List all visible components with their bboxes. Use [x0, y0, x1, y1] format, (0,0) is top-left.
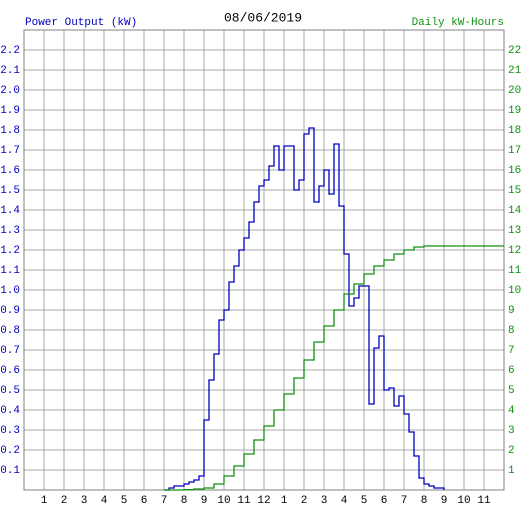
- plot-frame: [23, 29, 505, 491]
- x-tick-label: 12: [257, 495, 270, 507]
- y2-tick-label: 16: [508, 165, 521, 177]
- y-tick-label: 1.1: [0, 265, 20, 277]
- y-tick-label: 1.2: [0, 245, 20, 257]
- y2-tick-label: 3: [508, 425, 515, 437]
- y-tick-label: 0.2: [0, 445, 20, 457]
- x-tick-label: 11: [477, 495, 491, 507]
- y2-tick-label: 11: [508, 265, 522, 277]
- x-tick-label: 10: [457, 495, 470, 507]
- chart-title: 08/06/2019: [224, 10, 302, 25]
- x-tick-label: 8: [181, 495, 188, 507]
- x-tick-label: 7: [161, 495, 168, 507]
- y2-tick-label: 20: [508, 85, 521, 97]
- y-tick-label: 0.8: [0, 325, 20, 337]
- x-tick-label: 2: [301, 495, 308, 507]
- y-tick-label: 1.4: [0, 205, 20, 217]
- y-axis-label: Power Output (kW): [25, 17, 137, 29]
- y2-tick-label: 7: [508, 345, 515, 357]
- x-tick-label: 3: [81, 495, 88, 507]
- x-tick-label: 1: [41, 495, 48, 507]
- x-tick-label: 4: [341, 495, 348, 507]
- y2-tick-label: 8: [508, 325, 515, 337]
- y2-tick-label: 2: [508, 445, 515, 457]
- y-tick-label: 0.3: [0, 425, 20, 437]
- y-tick-label: 1.9: [0, 105, 20, 117]
- y-tick-label: 1.6: [0, 165, 20, 177]
- x-tick-label: 6: [381, 495, 388, 507]
- y-tick-label: 0.6: [0, 365, 20, 377]
- power-line: [164, 127, 445, 491]
- y2-axis-label: Daily kW-Hours: [412, 17, 504, 29]
- y2-tick-label: 5: [508, 385, 515, 397]
- power-line: [164, 245, 504, 491]
- y-tick-label: 0.5: [0, 385, 20, 397]
- y2-tick-label: 10: [508, 285, 521, 297]
- x-tick-label: 5: [361, 495, 368, 507]
- y-tick-label: 0.1: [0, 465, 20, 477]
- x-tick-label: 5: [121, 495, 128, 507]
- x-tick-label: 9: [441, 495, 448, 507]
- y2-tick-label: 19: [508, 105, 521, 117]
- y-tick-label: 1.7: [0, 145, 20, 157]
- y2-tick-label: 17: [508, 145, 521, 157]
- y2-tick-label: 12: [508, 245, 521, 257]
- y-tick-label: 1.8: [0, 125, 20, 137]
- x-tick-label: 4: [101, 495, 108, 507]
- y-tick-label: 1.3: [0, 225, 20, 237]
- y2-tick-label: 13: [508, 225, 521, 237]
- y-tick-label: 2.2: [0, 45, 20, 57]
- x-tick-label: 6: [141, 495, 148, 507]
- y-tick-label: 1.5: [0, 185, 20, 197]
- x-tick-label: 9: [201, 495, 208, 507]
- y2-tick-label: 15: [508, 185, 521, 197]
- x-tick-label: 2: [61, 495, 68, 507]
- y-tick-label: 2.1: [0, 65, 20, 77]
- x-tick-label: 10: [217, 495, 230, 507]
- y2-tick-label: 14: [508, 205, 522, 217]
- x-tick-label: 1: [281, 495, 288, 507]
- y2-tick-label: 4: [508, 405, 515, 417]
- x-tick-label: 3: [321, 495, 328, 507]
- x-tick-label: 7: [401, 495, 408, 507]
- y-tick-label: 2.0: [0, 85, 20, 97]
- y-tick-label: 0.4: [0, 405, 20, 417]
- x-tick-label: 11: [237, 495, 251, 507]
- x-tick-label: 8: [421, 495, 428, 507]
- y-tick-label: 0.9: [0, 305, 20, 317]
- y2-tick-label: 18: [508, 125, 521, 137]
- y2-tick-label: 1: [508, 465, 515, 477]
- y2-tick-label: 6: [508, 365, 515, 377]
- y2-tick-label: 22: [508, 45, 521, 57]
- y-tick-label: 0.7: [0, 345, 20, 357]
- y2-tick-label: 21: [508, 65, 522, 77]
- y2-tick-label: 9: [508, 305, 515, 317]
- y-tick-label: 1.0: [0, 285, 20, 297]
